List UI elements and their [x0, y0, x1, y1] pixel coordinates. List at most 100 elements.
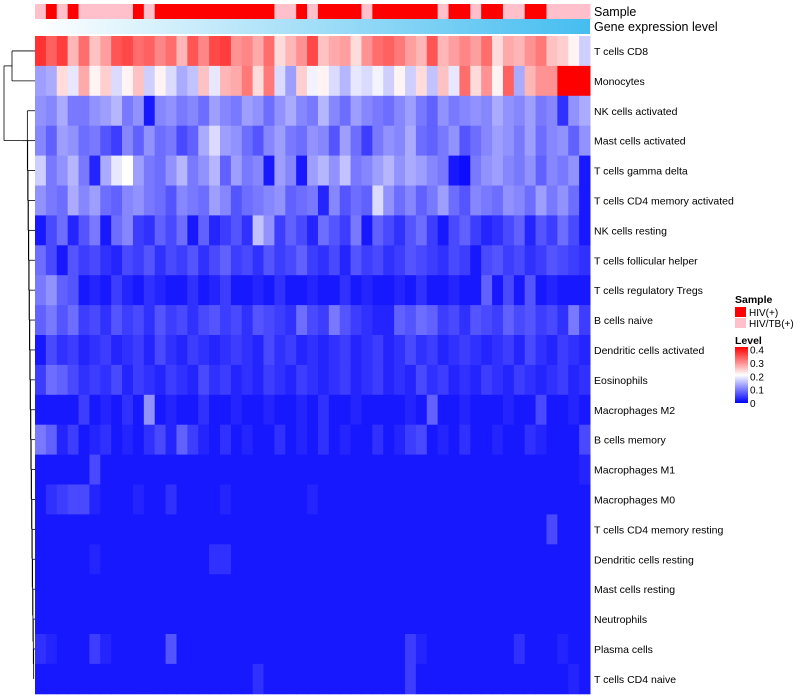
heatmap-cell: [176, 125, 188, 157]
heatmap-cell: [35, 663, 47, 695]
heatmap-cell: [176, 454, 188, 485]
heatmap-cell: [481, 544, 493, 575]
heatmap-cell: [459, 454, 471, 485]
heatmap-cell: [568, 454, 580, 485]
heatmap-cell: [111, 65, 123, 97]
heatmap-cell: [524, 663, 537, 695]
heatmap-cell: [89, 65, 101, 97]
heatmap-cell: [535, 215, 547, 246]
heatmap-cell: [557, 125, 569, 157]
heatmap-cell: [220, 634, 232, 665]
heatmap-cell: [383, 484, 395, 515]
heatmap-cell: [176, 245, 188, 276]
heatmap-cell: [111, 335, 123, 366]
row-label: Dendritic cells resting: [594, 554, 694, 566]
heatmap-cell: [492, 604, 504, 635]
legend-tick-label: 0.4: [750, 346, 764, 357]
legend-sample-title: Sample: [735, 294, 773, 306]
heatmap-cell: [383, 185, 395, 216]
heatmap-cell: [78, 305, 90, 336]
heatmap-cell: [394, 394, 406, 426]
heatmap-cell: [579, 215, 591, 246]
heatmap-cell: [513, 215, 526, 246]
heatmap-cell: [187, 514, 199, 545]
heatmap-cell: [568, 604, 580, 635]
heatmap-cell: [459, 275, 471, 306]
heatmap-cell: [198, 604, 210, 635]
heatmap-cell: [568, 215, 580, 246]
row-label: T cells follicular helper: [594, 255, 698, 267]
heatmap-cell: [350, 65, 362, 97]
heatmap-cell: [470, 574, 482, 605]
sample-annotation-cell: [209, 4, 221, 19]
heatmap-cell: [220, 574, 232, 605]
heatmap-cell: [557, 36, 569, 67]
heatmap-cell: [45, 155, 58, 186]
heatmap-cell: [546, 215, 558, 246]
heatmap-cell: [481, 36, 493, 67]
heatmap-cell: [513, 275, 526, 306]
heatmap-cell: [241, 424, 254, 456]
row-label: T cells regulatory Tregs: [594, 285, 703, 297]
heatmap-cell: [317, 663, 330, 695]
heatmap-cell: [154, 454, 167, 485]
heatmap-cell: [557, 394, 569, 426]
heatmap-cell: [45, 663, 58, 695]
heatmap-cell: [492, 275, 504, 306]
heatmap-cell: [339, 634, 352, 665]
heatmap-cell: [317, 215, 330, 246]
heatmap-cell: [557, 215, 569, 246]
heatmap-cell: [111, 394, 123, 426]
heatmap-cell: [405, 574, 417, 605]
heatmap-cell: [187, 663, 199, 695]
heatmap-cell: [394, 95, 406, 127]
row-label: Monocytes: [594, 76, 645, 88]
heatmap-cell: [448, 604, 460, 635]
heatmap-cell: [274, 155, 286, 186]
heatmap-cell: [361, 155, 373, 186]
heatmap-cell: [143, 65, 156, 97]
heatmap-cell: [122, 215, 134, 246]
heatmap-cell: [524, 335, 537, 366]
heatmap-cell: [546, 65, 558, 97]
heatmap-cell: [122, 335, 134, 366]
heatmap-cell: [165, 454, 177, 485]
heatmap-cell: [492, 454, 504, 485]
heatmap-cell: [502, 36, 515, 67]
heatmap-cell: [394, 155, 406, 186]
heatmap-cell: [241, 514, 254, 545]
heatmap-cell: [285, 484, 297, 515]
heatmap-cell: [198, 155, 210, 186]
heatmap-cell: [383, 544, 395, 575]
heatmap-cell: [122, 364, 134, 396]
heatmap-cell: [448, 514, 460, 545]
heatmap-cell: [35, 574, 47, 605]
heatmap-cell: [361, 544, 373, 575]
heatmap-cell: [241, 36, 254, 67]
heatmap-cell: [176, 484, 188, 515]
heatmap-cell: [230, 424, 243, 456]
heatmap-cell: [45, 125, 58, 157]
heatmap-cell: [448, 245, 460, 276]
heatmap-cell: [524, 634, 537, 665]
sample-annotation-cell: [154, 4, 167, 19]
heatmap-cell: [230, 604, 243, 635]
heatmap-cell: [165, 305, 177, 336]
row-label: Neutrophils: [594, 614, 647, 626]
heatmap-cell: [317, 424, 330, 456]
heatmap-cell: [132, 484, 145, 515]
heatmap-cell: [524, 604, 537, 635]
sample-annotation-cell: [437, 4, 450, 19]
heatmap-cell: [154, 394, 167, 426]
heatmap-cell: [263, 95, 275, 127]
heatmap-cell: [143, 36, 156, 67]
sample-annotation-cell: [372, 4, 384, 19]
heatmap-cell: [502, 215, 515, 246]
heatmap-cell: [263, 125, 275, 157]
heatmap-cell: [307, 305, 319, 336]
heatmap-cell: [296, 484, 308, 515]
sample-annotation-cell: [492, 4, 504, 19]
heatmap-cell: [45, 514, 58, 545]
heatmap-cell: [230, 155, 243, 186]
heatmap-cell: [143, 125, 156, 157]
